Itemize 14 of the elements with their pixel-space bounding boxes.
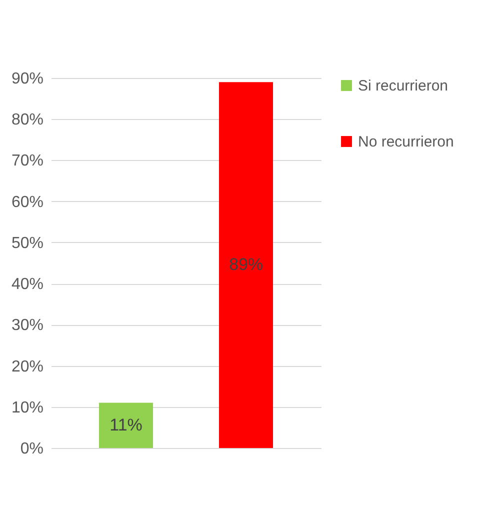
y-tick-label: 10% [11,399,44,416]
y-tick-label: 20% [11,358,44,376]
legend-label: Si recurrieron [358,78,448,94]
y-tick-label: 30% [11,317,44,334]
y-tick-label: 90% [11,70,44,88]
y-tick-label: 80% [11,112,44,129]
data-label: 11% [110,415,142,434]
y-tick-label: 60% [11,194,44,211]
y-tick-label: 50% [11,234,44,252]
y-tick-label: 70% [11,152,44,170]
y-tick-label: 0% [20,440,44,458]
data-label: 89% [228,255,264,274]
legend-label: No recurrieron [358,134,454,150]
y-tick-label: 40% [11,276,44,294]
